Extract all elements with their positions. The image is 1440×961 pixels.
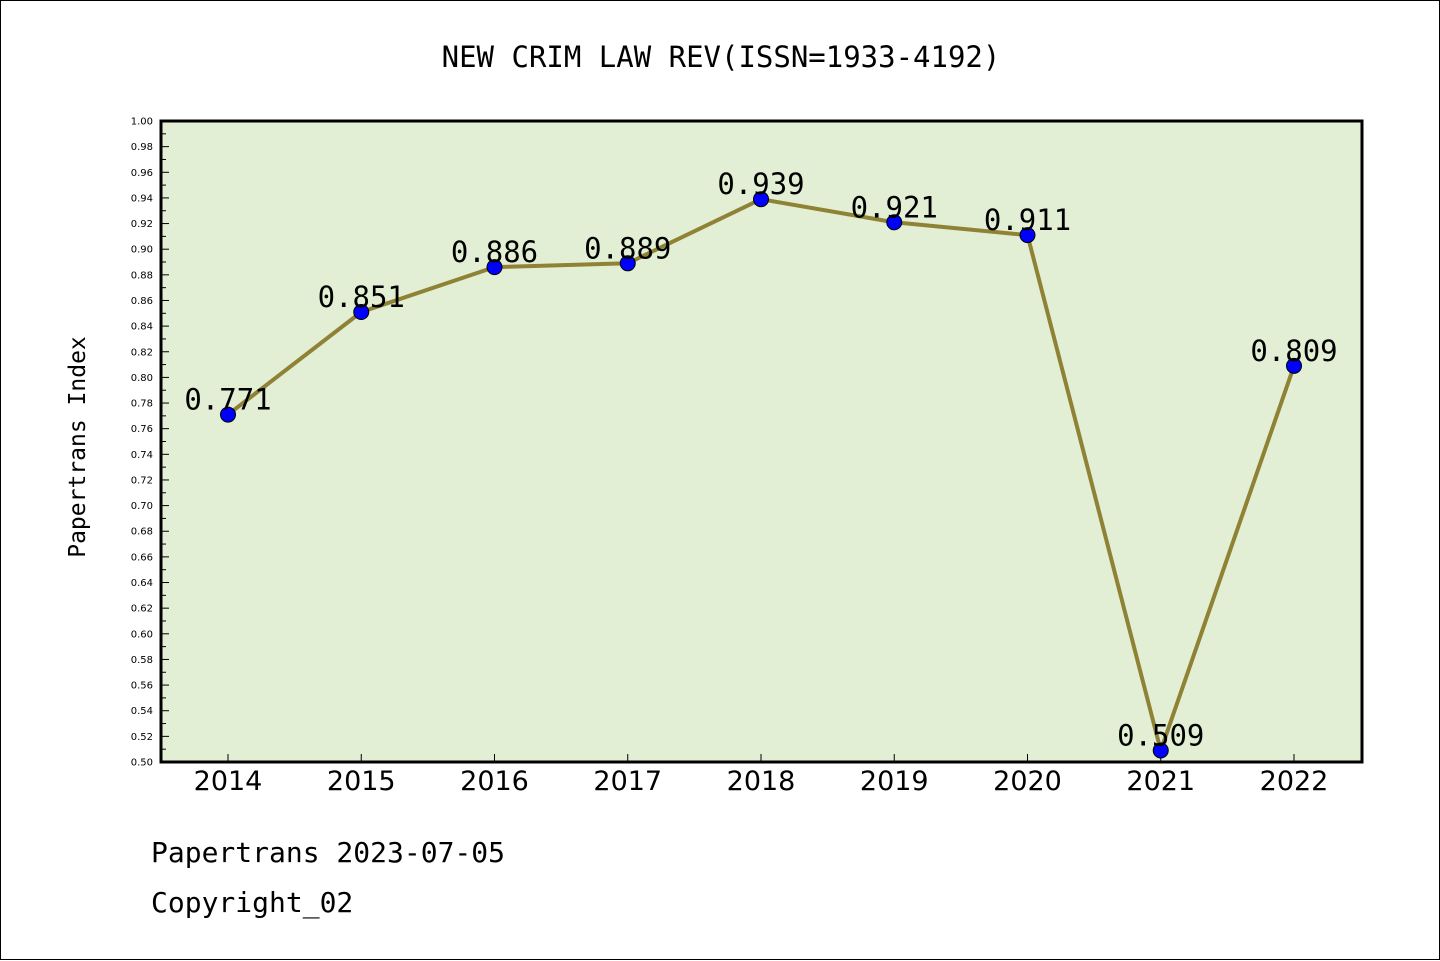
y-axis-label: Papertrans Index [65,336,91,558]
data-point [1286,357,1302,374]
y-tick-label: 0.64 [131,578,153,589]
data-point [619,255,636,272]
x-tick-label: 2022 [1260,766,1329,797]
data-point [220,406,236,423]
data-label: 0.809 [1250,334,1337,368]
y-tick-label: 1.00 [131,117,153,128]
y-tick-label: 0.78 [131,399,153,410]
y-tick-label: 0.88 [131,270,153,281]
x-tick-label: 2020 [993,766,1062,797]
y-tick-label: 0.98 [131,142,153,153]
y-axis: 0.50 0.52 0.54 0.56 0.58 0.60 0.62 0.64 0.66 0.68… [131,117,169,769]
data-label: 0.851 [318,280,405,314]
data-label: 0.886 [451,235,538,269]
y-tick-label: 0.58 [131,655,153,666]
x-tick-label: 2016 [460,766,529,797]
data-label: 0.939 [717,167,804,201]
data-label: 0.911 [984,203,1071,237]
data-point [353,304,370,321]
data-point [1152,742,1169,759]
y-tick-label: 0.86 [131,296,153,307]
x-axis: 2014 2015 2016 2017 2018 2019 2020 2021 2022 [194,754,1329,797]
x-tick-label: 2018 [727,766,796,797]
x-tick-label: 2014 [194,766,263,797]
x-tick-label: 2019 [860,766,929,797]
x-tick-label: 2015 [327,766,396,797]
data-point [886,214,903,231]
x-tick-label: 2017 [593,766,662,797]
y-tick-label: 0.68 [131,527,153,538]
y-tick-label: 0.72 [131,475,153,486]
y-tick-label: 0.94 [131,193,153,204]
y-tick-label: 0.92 [131,219,153,230]
y-tick-label: 0.82 [131,347,153,358]
series-layer: 0.771 0.851 0.886 0.889 0.939 0.921 0.911 0.509… [184,167,1338,759]
y-tick-label: 0.80 [131,373,153,384]
y-tick-label: 0.56 [131,681,153,692]
data-label: 0.509 [1117,718,1204,752]
footer-date-line: Papertrans 2023-07-05 [151,836,506,869]
y-tick-label: 0.70 [131,501,153,512]
data-point [1019,227,1036,244]
y-tick-label: 0.76 [131,424,153,435]
data-label: 0.771 [184,383,271,417]
y-tick-label: 0.96 [131,168,153,179]
y-tick-label: 0.74 [131,450,153,461]
y-tick-label: 0.84 [131,322,153,333]
chart-title: NEW CRIM LAW REV(ISSN=1933-4192) [442,40,1001,74]
plot-area [159,119,1364,764]
data-point [486,259,503,276]
footer-copyright: Copyright_02 [151,886,354,919]
y-tick-label: 0.60 [131,629,153,640]
data-label: 0.889 [584,231,671,265]
x-tick-label: 2021 [1126,766,1195,797]
data-point [753,191,769,208]
y-tick-label: 0.52 [131,732,153,743]
data-label: 0.921 [851,190,938,224]
y-tick-label: 0.54 [131,706,153,717]
y-tick-label: 0.90 [131,245,153,256]
y-tick-label: 0.66 [131,552,153,563]
y-tick-label: 0.50 [131,758,153,769]
y-tick-label: 0.62 [131,604,153,615]
